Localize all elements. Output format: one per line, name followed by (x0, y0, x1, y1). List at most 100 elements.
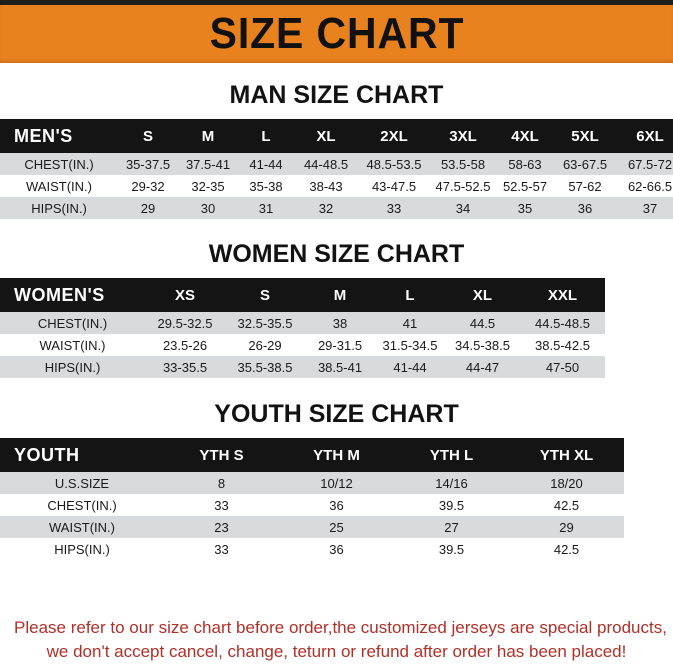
youth-row-label: WAIST(IN.) (0, 516, 164, 538)
table-cell: 57-62 (554, 175, 616, 197)
table-cell: 53.5-58 (430, 153, 496, 175)
table-cell: 34 (430, 197, 496, 219)
man-table-wrap: MEN'S S M L XL 2XL 3XL 4XL 5XL 6XL CHEST… (0, 119, 673, 219)
women-col-header: M (305, 278, 375, 312)
youth-col-header: YTH XL (509, 438, 624, 472)
table-cell: 33 (358, 197, 430, 219)
table-cell: 33 (164, 538, 279, 560)
women-col-header: S (225, 278, 305, 312)
man-header-row: MEN'S S M L XL 2XL 3XL 4XL 5XL 6XL (0, 119, 673, 153)
women-col-header: L (375, 278, 445, 312)
table-cell: 26-29 (225, 334, 305, 356)
table-cell: 43-47.5 (358, 175, 430, 197)
table-cell: 58-63 (496, 153, 554, 175)
table-cell: 35.5-38.5 (225, 356, 305, 378)
table-cell: 34.5-38.5 (445, 334, 520, 356)
table-row: CHEST(IN.) 29.5-32.5 32.5-35.5 38 41 44.… (0, 312, 605, 334)
youth-corner-label: YOUTH (0, 438, 164, 472)
women-row-label: WAIST(IN.) (0, 334, 145, 356)
table-cell: 41-44 (238, 153, 294, 175)
table-cell: 23.5-26 (145, 334, 225, 356)
table-cell: 42.5 (509, 538, 624, 560)
table-cell: 38.5-41 (305, 356, 375, 378)
table-row: HIPS(IN.) 33-35.5 35.5-38.5 38.5-41 41-4… (0, 356, 605, 378)
youth-col-header: YTH L (394, 438, 509, 472)
women-col-header: XXL (520, 278, 605, 312)
footer-disclaimer: Please refer to our size chart before or… (0, 616, 673, 665)
table-cell: 35 (496, 197, 554, 219)
man-col-header: M (178, 119, 238, 153)
man-col-header: L (238, 119, 294, 153)
table-cell: 63-67.5 (554, 153, 616, 175)
table-cell: 29.5-32.5 (145, 312, 225, 334)
table-cell: 29 (118, 197, 178, 219)
page-banner: SIZE CHART (0, 5, 673, 63)
table-cell: 31.5-34.5 (375, 334, 445, 356)
table-cell: 38-43 (294, 175, 358, 197)
youth-col-header: YTH M (279, 438, 394, 472)
man-col-header: 3XL (430, 119, 496, 153)
table-cell: 36 (279, 494, 394, 516)
table-cell: 33 (164, 494, 279, 516)
table-cell: 39.5 (394, 494, 509, 516)
man-corner-label: MEN'S (0, 119, 118, 153)
table-cell: 37 (616, 197, 673, 219)
table-cell: 62-66.5 (616, 175, 673, 197)
youth-col-header: YTH S (164, 438, 279, 472)
table-row: HIPS(IN.) 33 36 39.5 42.5 (0, 538, 624, 560)
table-cell: 41 (375, 312, 445, 334)
youth-section-title: YOUTH SIZE CHART (214, 400, 459, 428)
table-cell: 33-35.5 (145, 356, 225, 378)
table-cell: 14/16 (394, 472, 509, 494)
table-row: CHEST(IN.) 33 36 39.5 42.5 (0, 494, 624, 516)
man-row-label: WAIST(IN.) (0, 175, 118, 197)
table-cell: 41-44 (375, 356, 445, 378)
table-cell: 35-37.5 (118, 153, 178, 175)
man-size-table: MEN'S S M L XL 2XL 3XL 4XL 5XL 6XL CHEST… (0, 119, 673, 219)
youth-row-label: CHEST(IN.) (0, 494, 164, 516)
table-cell: 44.5-48.5 (520, 312, 605, 334)
table-cell: 23 (164, 516, 279, 538)
table-cell: 8 (164, 472, 279, 494)
table-cell: 52.5-57 (496, 175, 554, 197)
youth-header-row: YOUTH YTH S YTH M YTH L YTH XL (0, 438, 624, 472)
table-row: CHEST(IN.) 35-37.5 37.5-41 41-44 44-48.5… (0, 153, 673, 175)
table-cell: 44-48.5 (294, 153, 358, 175)
footer-line-2: we don't accept cancel, change, teturn o… (46, 642, 627, 662)
table-row: WAIST(IN.) 23 25 27 29 (0, 516, 624, 538)
man-section-title: MAN SIZE CHART (229, 81, 444, 109)
man-col-header: S (118, 119, 178, 153)
youth-size-table: YOUTH YTH S YTH M YTH L YTH XL U.S.SIZE … (0, 438, 624, 560)
women-row-label: CHEST(IN.) (0, 312, 145, 334)
table-cell: 10/12 (279, 472, 394, 494)
table-cell: 31 (238, 197, 294, 219)
women-section-title: WOMEN SIZE CHART (208, 240, 465, 268)
table-cell: 37.5-41 (178, 153, 238, 175)
man-col-header: 5XL (554, 119, 616, 153)
women-col-header: XS (145, 278, 225, 312)
table-cell: 32.5-35.5 (225, 312, 305, 334)
table-cell: 48.5-53.5 (358, 153, 430, 175)
table-cell: 35-38 (238, 175, 294, 197)
table-row: WAIST(IN.) 23.5-26 26-29 29-31.5 31.5-34… (0, 334, 605, 356)
table-row: U.S.SIZE 8 10/12 14/16 18/20 (0, 472, 624, 494)
table-cell: 32 (294, 197, 358, 219)
table-cell: 29 (509, 516, 624, 538)
table-cell: 38.5-42.5 (520, 334, 605, 356)
man-row-label: CHEST(IN.) (0, 153, 118, 175)
youth-row-label: HIPS(IN.) (0, 538, 164, 560)
table-row: WAIST(IN.) 29-32 32-35 35-38 38-43 43-47… (0, 175, 673, 197)
women-row-label: HIPS(IN.) (0, 356, 145, 378)
top-dark-strip (0, 0, 673, 5)
youth-row-label: U.S.SIZE (0, 472, 164, 494)
man-col-header: 4XL (496, 119, 554, 153)
table-cell: 39.5 (394, 538, 509, 560)
women-col-header: XL (445, 278, 520, 312)
table-cell: 29-32 (118, 175, 178, 197)
table-cell: 30 (178, 197, 238, 219)
women-size-table: WOMEN'S XS S M L XL XXL CHEST(IN.) 29.5-… (0, 278, 605, 378)
table-cell: 42.5 (509, 494, 624, 516)
table-cell: 18/20 (509, 472, 624, 494)
table-cell: 25 (279, 516, 394, 538)
table-cell: 47-50 (520, 356, 605, 378)
